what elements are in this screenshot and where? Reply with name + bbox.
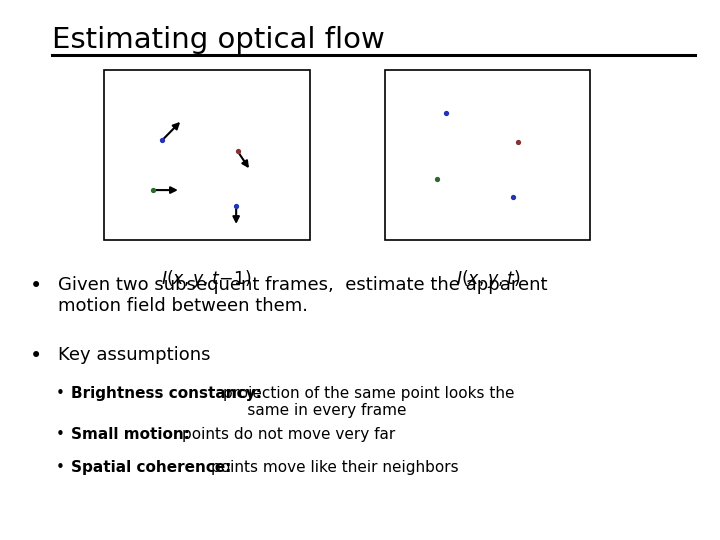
Text: •: •: [56, 386, 65, 401]
Text: •: •: [56, 427, 65, 442]
Text: Given two subsequent frames,  estimate the apparent
motion field between them.: Given two subsequent frames, estimate th…: [58, 276, 547, 315]
Text: Estimating optical flow: Estimating optical flow: [52, 26, 384, 54]
Text: Spatial coherence:: Spatial coherence:: [71, 460, 236, 475]
Bar: [385, 70, 590, 240]
Text: points move like their neighbors: points move like their neighbors: [211, 460, 459, 475]
Text: •: •: [30, 346, 42, 366]
Text: $I(x,y,t\!-\!1)$: $I(x,y,t\!-\!1)$: [161, 268, 253, 291]
Text: Brightness constancy:: Brightness constancy:: [71, 386, 266, 401]
Text: •: •: [30, 276, 42, 296]
Text: •: •: [56, 460, 65, 475]
Text: Small motion:: Small motion:: [71, 427, 195, 442]
Text: Key assumptions: Key assumptions: [58, 346, 210, 363]
Text: projection of the same point looks the
     same in every frame: projection of the same point looks the s…: [223, 386, 515, 418]
Text: $I(x,y,t)$: $I(x,y,t)$: [456, 268, 520, 291]
Text: points do not move very far: points do not move very far: [182, 427, 395, 442]
Bar: [104, 70, 310, 240]
